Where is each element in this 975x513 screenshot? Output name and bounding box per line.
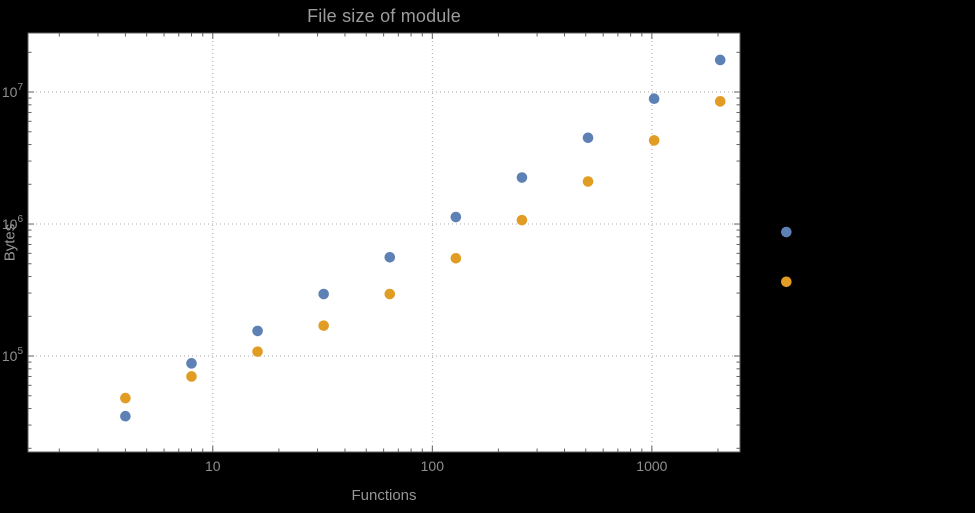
x-axis-label: Functions — [351, 487, 417, 504]
y-axis-label-box: Bytes — [0, 33, 20, 452]
data-point — [186, 371, 197, 382]
data-point — [186, 358, 197, 369]
data-point — [384, 251, 396, 263]
data-point — [714, 96, 726, 107]
data-point — [252, 346, 263, 357]
data-point — [450, 253, 462, 264]
y-tick-label: 105 — [2, 346, 24, 364]
data-point — [450, 211, 462, 223]
x-tick-label: 100 — [421, 458, 445, 474]
y-tick-label: 107 — [2, 82, 24, 100]
data-point — [781, 226, 792, 238]
data-point — [120, 392, 131, 404]
x-tick-label: 10 — [205, 458, 221, 474]
data-point — [384, 288, 396, 300]
data-point — [582, 176, 594, 187]
data-point — [781, 276, 792, 288]
data-point — [714, 54, 726, 66]
data-point — [120, 410, 131, 422]
data-point — [516, 172, 528, 183]
y-axis-label: Bytes — [1, 223, 19, 262]
data-point — [516, 214, 528, 226]
y-tick-label: 106 — [2, 214, 24, 232]
plot-panel — [28, 33, 740, 452]
data-point — [648, 93, 660, 105]
data-point — [648, 135, 660, 146]
data-point — [582, 132, 594, 144]
data-point — [318, 288, 329, 300]
x-tick-label: 1000 — [636, 458, 667, 474]
data-point — [252, 325, 263, 337]
chart-title: File size of module — [307, 6, 461, 26]
data-point — [318, 320, 329, 331]
